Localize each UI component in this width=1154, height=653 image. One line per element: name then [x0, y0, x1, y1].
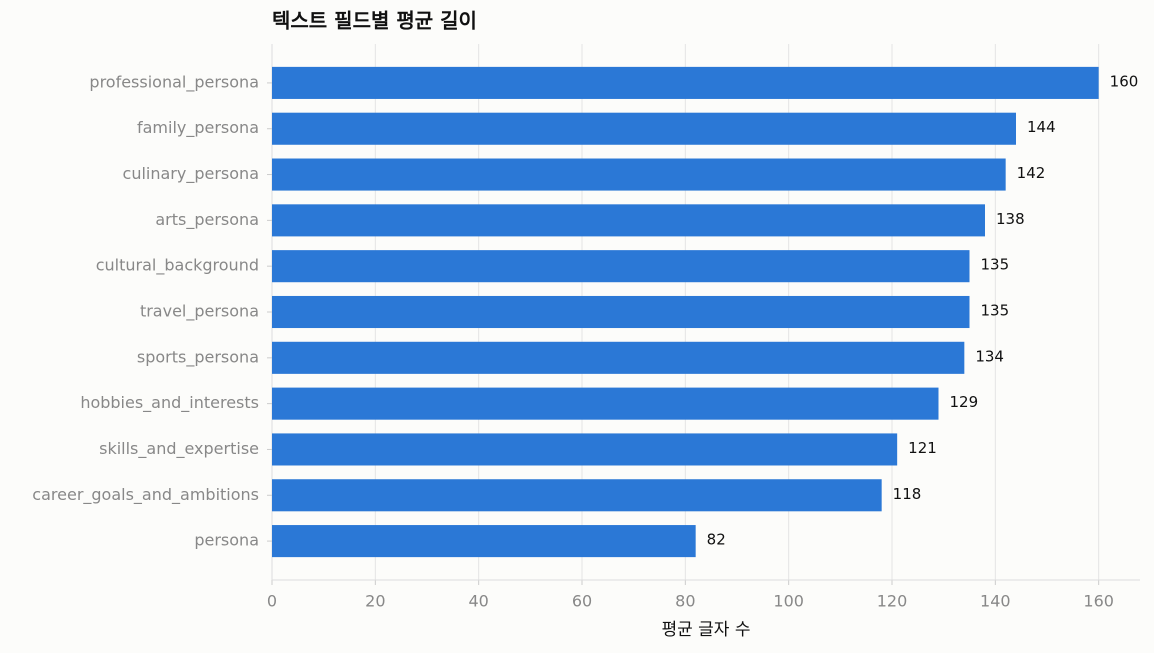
y-tick-label: skills_and_expertise	[99, 439, 259, 459]
bar	[272, 158, 1006, 191]
x-tick-label: 80	[675, 592, 695, 611]
y-tick-label: culinary_persona	[123, 164, 259, 184]
value-label: 118	[893, 485, 922, 503]
bar	[272, 112, 1016, 145]
x-axis-label: 평균 글자 수	[661, 620, 750, 640]
bar	[272, 295, 970, 329]
bar	[272, 341, 965, 374]
value-label: 82	[707, 531, 726, 549]
y-tick-label: hobbies_and_interests	[80, 393, 259, 413]
chart-title: 텍스트 필드별 평균 길이	[272, 9, 477, 33]
y-tick-label: professional_persona	[89, 72, 259, 92]
value-label: 142	[1017, 164, 1046, 182]
value-label: 144	[1027, 118, 1056, 136]
bar	[272, 433, 898, 466]
value-label: 134	[975, 347, 1004, 365]
bar	[272, 387, 939, 420]
y-tick-label: persona	[194, 531, 259, 550]
bar	[272, 479, 882, 512]
x-tick-label: 120	[877, 592, 908, 611]
bar	[272, 525, 696, 558]
value-label: 129	[950, 393, 979, 411]
bar	[272, 250, 970, 283]
x-tick-label: 140	[980, 592, 1011, 611]
y-tick-label: family_persona	[137, 118, 259, 138]
value-label: 121	[908, 439, 937, 457]
y-tick-label: career_goals_and_ambitions	[32, 485, 259, 505]
x-tick-label: 0	[267, 592, 277, 611]
x-tick-label: 20	[365, 592, 385, 611]
y-tick-label: cultural_background	[96, 256, 259, 276]
y-tick-label: sports_persona	[137, 347, 259, 367]
value-label: 135	[981, 256, 1010, 274]
x-tick-label: 160	[1083, 592, 1114, 611]
value-label: 135	[981, 302, 1010, 320]
value-label: 160	[1110, 72, 1139, 90]
x-tick-label: 40	[468, 592, 488, 611]
bar	[272, 66, 1099, 99]
value-label: 138	[996, 210, 1025, 228]
y-tick-label: arts_persona	[155, 210, 259, 230]
y-tick-label: travel_persona	[140, 302, 259, 322]
x-tick-label: 60	[572, 592, 592, 611]
bar	[272, 204, 985, 237]
x-tick-label: 100	[773, 592, 804, 611]
